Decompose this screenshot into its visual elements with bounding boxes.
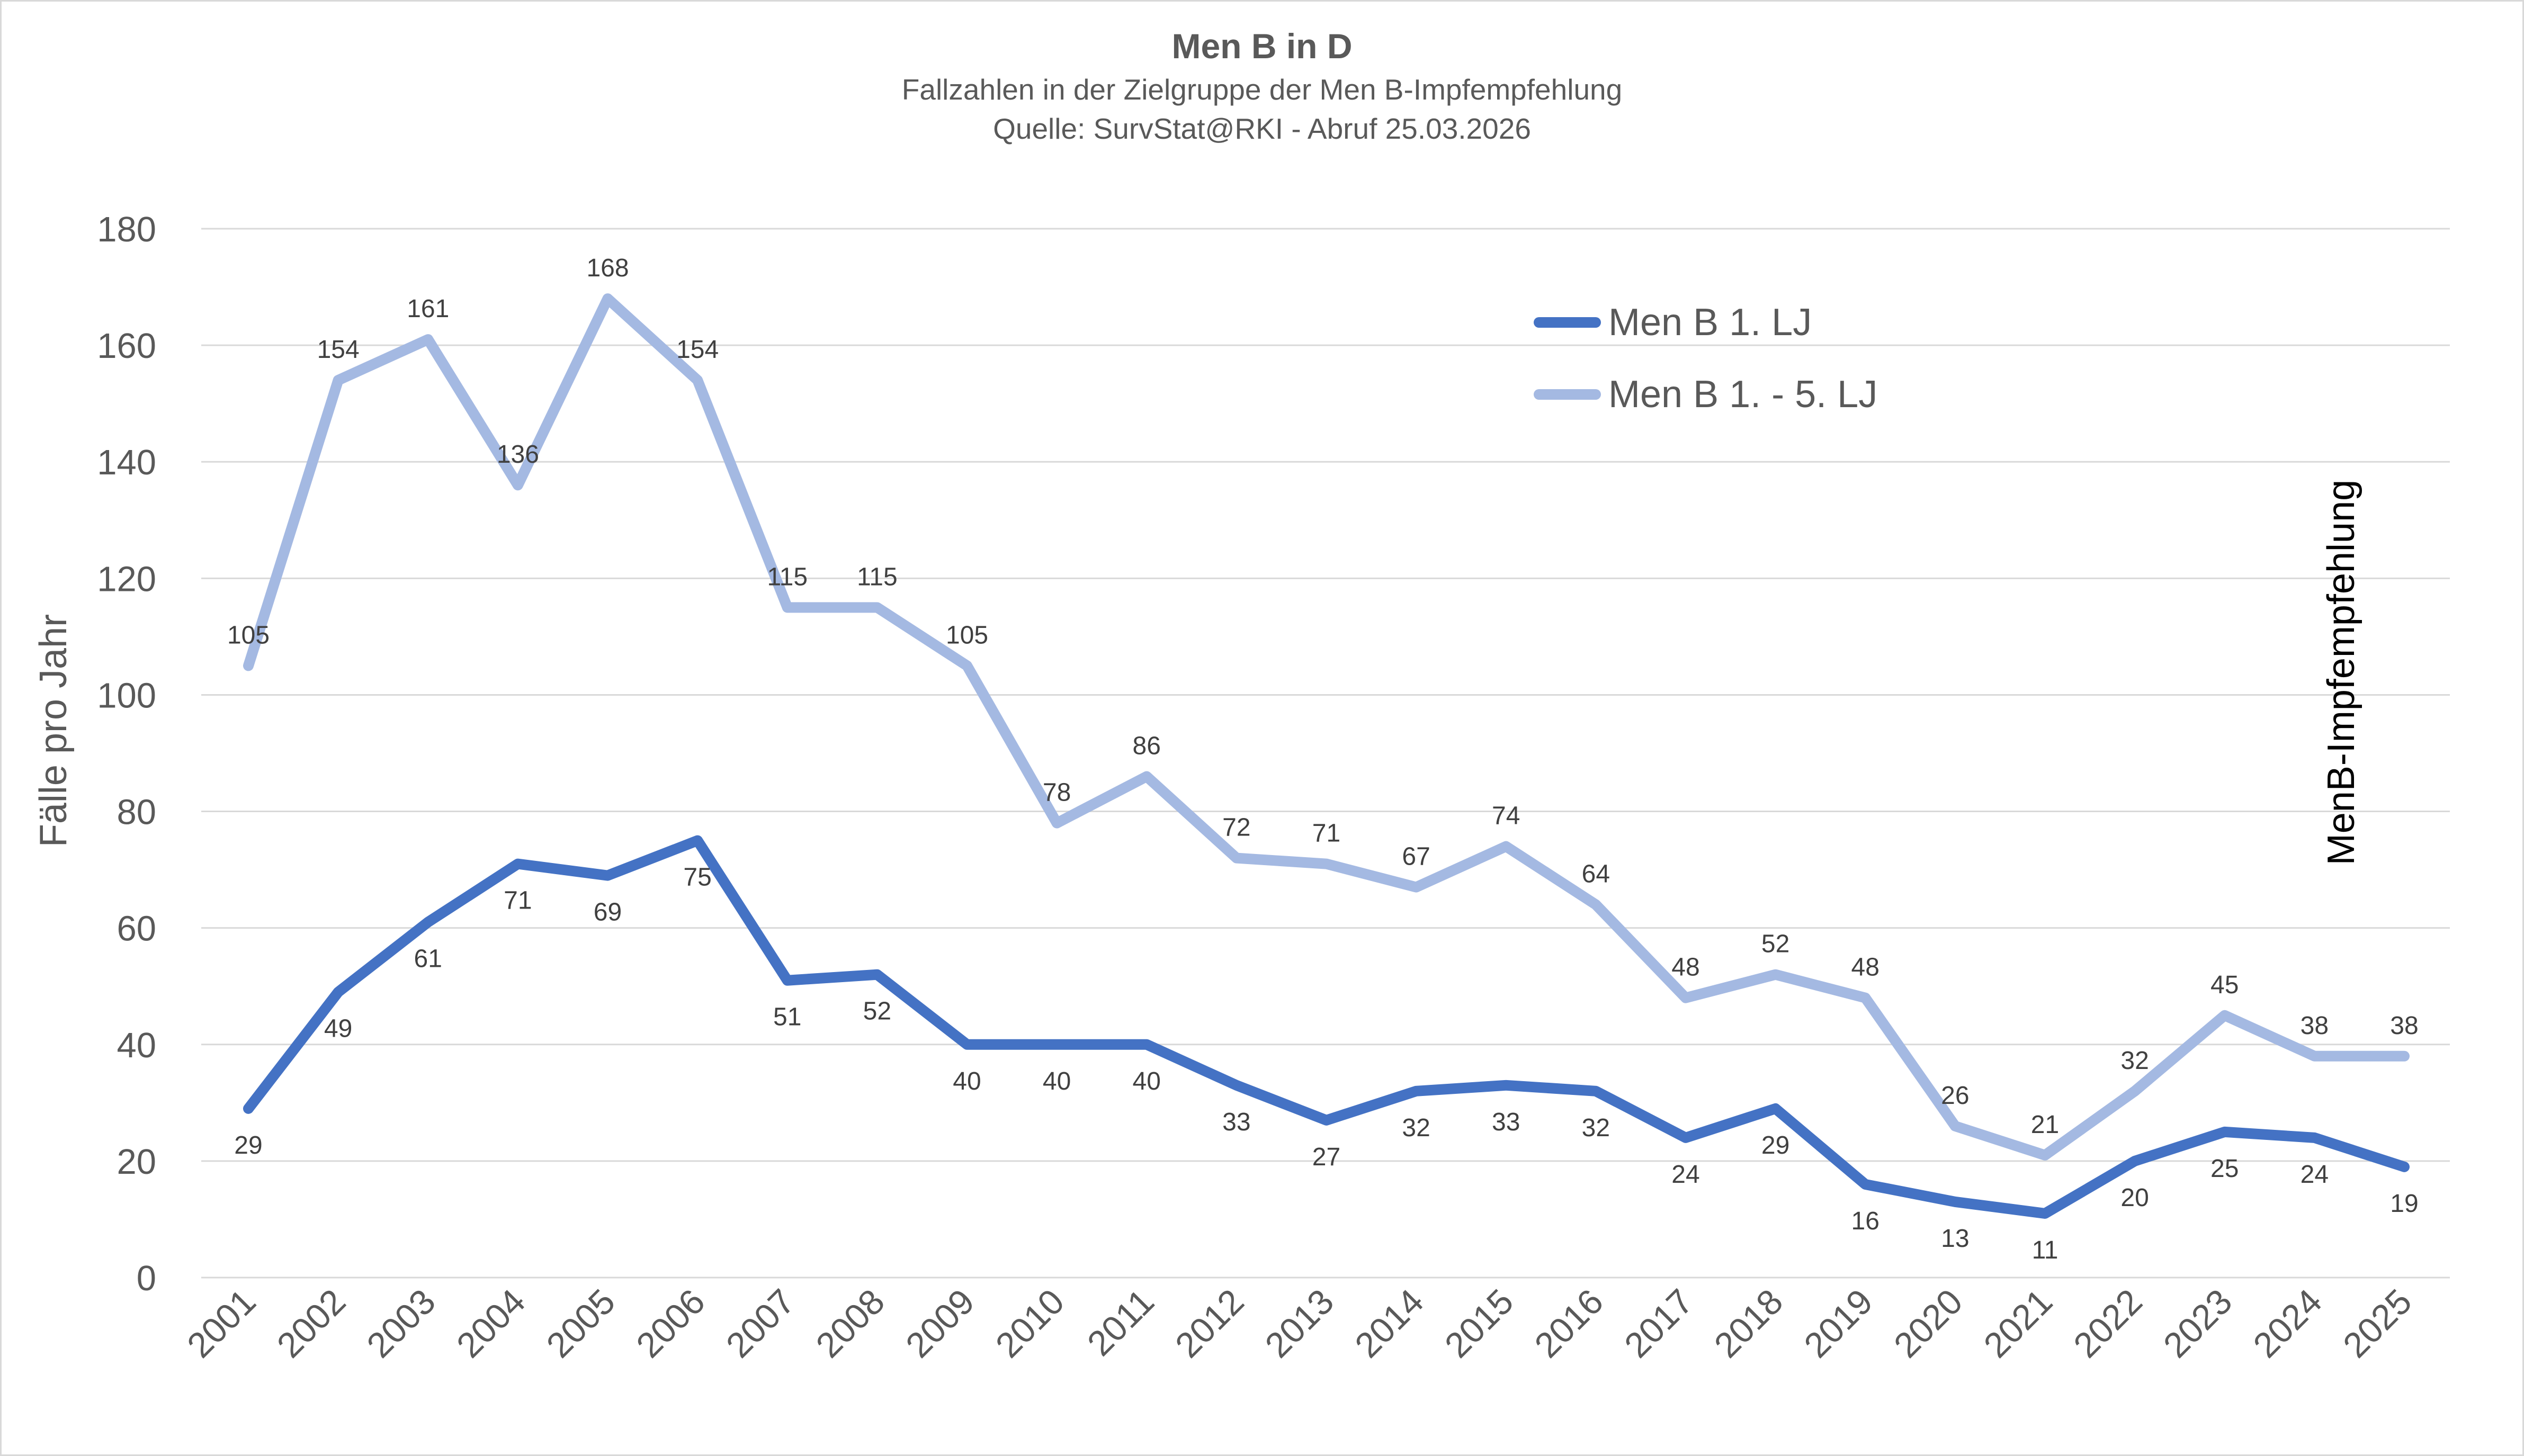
- data-label: 45: [2210, 971, 2239, 999]
- data-label: 136: [497, 441, 539, 469]
- data-label: 52: [863, 997, 891, 1026]
- series-group: 105 154 161 136 168 154 115 115 105 78 86 72 71 67 74 6…: [227, 254, 2419, 1264]
- data-label: 33: [1492, 1108, 1520, 1136]
- data-label: 20: [2120, 1184, 2149, 1212]
- data-label: 67: [1402, 843, 1430, 871]
- data-label: 115: [857, 563, 898, 591]
- series-2: 105 154 161 136 168 154 115 115 105 78 86 72 71 67 74 6…: [227, 254, 2419, 1161]
- y-tick-label: 0: [137, 1259, 156, 1298]
- annotation-menb-impfempfehlung: MenB-Impfempfehlung: [2320, 480, 2362, 865]
- y-tick-label: 180: [97, 210, 156, 249]
- data-label: 86: [1133, 732, 1161, 760]
- data-label: 48: [1671, 954, 1699, 982]
- data-label: 115: [767, 563, 808, 591]
- data-label: 52: [1761, 930, 1789, 958]
- data-label: 21: [2031, 1111, 2059, 1139]
- data-label: 168: [586, 254, 629, 282]
- y-tick-label: 20: [117, 1142, 156, 1182]
- data-label: 29: [234, 1131, 262, 1160]
- data-label: 161: [407, 295, 449, 323]
- data-label: 29: [1761, 1131, 1789, 1160]
- series-line: [243, 293, 2410, 1161]
- data-label: 61: [414, 945, 442, 973]
- data-label: 11: [2032, 1236, 2058, 1264]
- data-label: 64: [1582, 860, 1610, 888]
- data-label: 13: [1941, 1225, 1969, 1253]
- data-label: 75: [683, 864, 711, 892]
- data-label: 154: [317, 336, 360, 364]
- legend: Men B 1. LJ Men B 1. - 5. LJ: [1534, 301, 1877, 416]
- chart-subtitle-2: Quelle: SurvStat@RKI - Abruf 25.03.2026: [993, 112, 1531, 145]
- y-axis-ticks: 0 20 40 60 80 100 120 140 160 180: [97, 210, 156, 1298]
- data-label: 40: [1133, 1067, 1161, 1095]
- y-axis-label: Fälle pro Jahr: [32, 614, 75, 847]
- data-label: 33: [1222, 1108, 1250, 1136]
- data-label: 48: [1851, 954, 1879, 982]
- y-tick-label: 40: [117, 1026, 156, 1065]
- data-label: 69: [594, 898, 622, 927]
- data-label: 154: [676, 336, 719, 364]
- data-label: 24: [2301, 1161, 2329, 1189]
- data-label: 105: [946, 621, 988, 649]
- data-label: 78: [1043, 779, 1071, 807]
- data-label: 32: [2120, 1047, 2149, 1075]
- data-label: 38: [2301, 1012, 2329, 1040]
- chart-title: Men B in D: [1172, 26, 1353, 66]
- y-tick-label: 80: [117, 793, 156, 832]
- data-label: 51: [773, 1003, 801, 1031]
- legend-label-series-1: Men B 1. LJ: [1608, 301, 1812, 344]
- data-label: 40: [1043, 1067, 1071, 1095]
- data-label: 40: [953, 1067, 981, 1095]
- data-label: 26: [1941, 1082, 1969, 1110]
- data-label: 32: [1582, 1114, 1610, 1142]
- data-label: 27: [1312, 1143, 1340, 1171]
- series-line: [243, 835, 2410, 1219]
- data-label: 71: [1312, 820, 1340, 848]
- series-1: 29 49 61 71 69 75 51 52 40 40 40 33 27 32 33 32 24 29 16 13…: [234, 835, 2419, 1264]
- chart-subtitle-1: Fallzahlen in der Zielgruppe der Men B-I…: [902, 73, 1622, 106]
- data-label: 74: [1492, 802, 1520, 830]
- data-label: 105: [227, 621, 270, 649]
- y-tick-label: 60: [117, 909, 156, 949]
- data-label: 25: [2210, 1155, 2239, 1183]
- data-label: 32: [1402, 1114, 1430, 1142]
- y-tick-label: 160: [97, 326, 156, 366]
- y-tick-label: 120: [97, 559, 156, 599]
- data-label: 71: [504, 887, 532, 915]
- gridlines: [201, 228, 2450, 1279]
- y-tick-label: 100: [97, 676, 156, 715]
- data-label: 19: [2390, 1190, 2418, 1218]
- data-label: 16: [1851, 1207, 1879, 1235]
- data-label: 38: [2390, 1012, 2418, 1040]
- legend-label-series-2: Men B 1. - 5. LJ: [1608, 373, 1877, 416]
- data-label: 49: [324, 1015, 352, 1043]
- data-label: 24: [1671, 1161, 1699, 1189]
- y-tick-label: 140: [97, 443, 156, 482]
- data-label: 72: [1222, 814, 1250, 842]
